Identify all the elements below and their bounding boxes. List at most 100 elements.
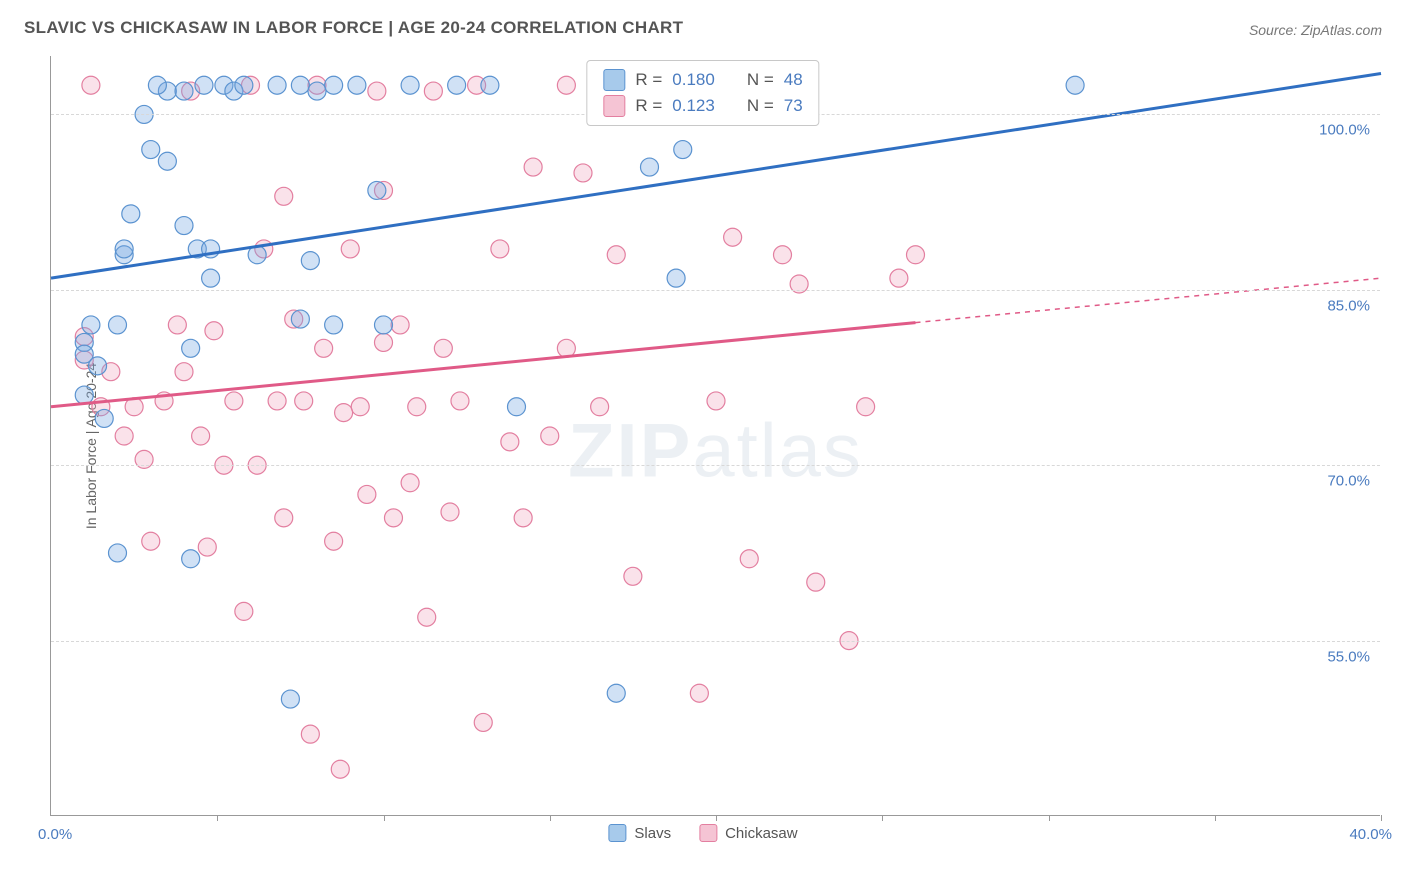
scatter-point-chickasaw bbox=[142, 532, 160, 550]
x-tick bbox=[882, 815, 883, 821]
scatter-point-chickasaw bbox=[724, 228, 742, 246]
scatter-point-chickasaw bbox=[391, 316, 409, 334]
scatter-point-slavs bbox=[281, 690, 299, 708]
scatter-point-chickasaw bbox=[607, 246, 625, 264]
scatter-point-slavs bbox=[375, 316, 393, 334]
scatter-point-slavs bbox=[641, 158, 659, 176]
stats-r-slavs: 0.180 bbox=[672, 70, 715, 90]
scatter-point-chickasaw bbox=[424, 82, 442, 100]
scatter-point-chickasaw bbox=[375, 333, 393, 351]
scatter-point-chickasaw bbox=[225, 392, 243, 410]
scatter-point-slavs bbox=[95, 409, 113, 427]
legend-bottom: Slavs Chickasaw bbox=[608, 824, 797, 842]
x-tick bbox=[1049, 815, 1050, 821]
scatter-point-chickasaw bbox=[807, 573, 825, 591]
x-label-min: 0.0% bbox=[38, 826, 72, 843]
scatter-point-slavs bbox=[89, 357, 107, 375]
legend-label-chickasaw: Chickasaw bbox=[725, 825, 798, 842]
source-label: Source: bbox=[1249, 22, 1297, 38]
stats-r-label: R = bbox=[635, 70, 662, 90]
scatter-point-slavs bbox=[109, 544, 127, 562]
source-attribution: Source: ZipAtlas.com bbox=[1249, 22, 1382, 38]
scatter-point-chickasaw bbox=[315, 339, 333, 357]
scatter-point-chickasaw bbox=[268, 392, 286, 410]
stats-n-label: N = bbox=[747, 70, 774, 90]
stats-n-label-2: N = bbox=[747, 96, 774, 116]
scatter-point-chickasaw bbox=[707, 392, 725, 410]
scatter-point-chickasaw bbox=[501, 433, 519, 451]
scatter-point-slavs bbox=[122, 205, 140, 223]
scatter-point-chickasaw bbox=[408, 398, 426, 416]
stats-row-chickasaw: R = 0.123 N = 73 bbox=[603, 93, 802, 119]
scatter-point-slavs bbox=[75, 386, 93, 404]
scatter-point-chickasaw bbox=[384, 509, 402, 527]
scatter-point-slavs bbox=[195, 76, 213, 94]
scatter-point-chickasaw bbox=[295, 392, 313, 410]
scatter-point-chickasaw bbox=[368, 82, 386, 100]
scatter-point-slavs bbox=[148, 76, 166, 94]
scatter-point-chickasaw bbox=[740, 550, 758, 568]
scatter-point-slavs bbox=[202, 269, 220, 287]
scatter-point-chickasaw bbox=[275, 187, 293, 205]
scatter-point-chickasaw bbox=[325, 532, 343, 550]
legend-label-slavs: Slavs bbox=[634, 825, 671, 842]
grid-line bbox=[51, 290, 1380, 291]
scatter-point-chickasaw bbox=[591, 398, 609, 416]
stats-row-slavs: R = 0.180 N = 48 bbox=[603, 67, 802, 93]
stats-n-slavs: 48 bbox=[784, 70, 803, 90]
scatter-point-chickasaw bbox=[115, 427, 133, 445]
plot-svg bbox=[51, 56, 1380, 815]
stats-r-label-2: R = bbox=[635, 96, 662, 116]
scatter-point-slavs bbox=[109, 316, 127, 334]
scatter-point-slavs bbox=[82, 316, 100, 334]
stats-box: R = 0.180 N = 48 R = 0.123 N = 73 bbox=[586, 60, 819, 126]
trend-line-chickasaw-extrapolated bbox=[916, 278, 1382, 322]
stats-swatch-slavs bbox=[603, 69, 625, 91]
scatter-point-chickasaw bbox=[335, 404, 353, 422]
scatter-point-chickasaw bbox=[624, 567, 642, 585]
scatter-point-slavs bbox=[325, 76, 343, 94]
legend-swatch-chickasaw bbox=[699, 824, 717, 842]
scatter-point-slavs bbox=[348, 76, 366, 94]
scatter-point-slavs bbox=[182, 550, 200, 568]
scatter-point-chickasaw bbox=[198, 538, 216, 556]
scatter-point-slavs bbox=[291, 76, 309, 94]
scatter-point-chickasaw bbox=[418, 608, 436, 626]
scatter-point-chickasaw bbox=[175, 363, 193, 381]
scatter-point-chickasaw bbox=[774, 246, 792, 264]
scatter-point-chickasaw bbox=[235, 602, 253, 620]
scatter-point-chickasaw bbox=[524, 158, 542, 176]
legend-item-slavs: Slavs bbox=[608, 824, 671, 842]
scatter-point-chickasaw bbox=[351, 398, 369, 416]
scatter-point-chickasaw bbox=[890, 269, 908, 287]
grid-line bbox=[51, 641, 1380, 642]
x-tick bbox=[1215, 815, 1216, 821]
scatter-point-slavs bbox=[1066, 76, 1084, 94]
scatter-point-slavs bbox=[142, 141, 160, 159]
scatter-point-slavs bbox=[508, 398, 526, 416]
y-tick-label: 55.0% bbox=[1327, 648, 1370, 665]
scatter-point-slavs bbox=[368, 181, 386, 199]
y-tick-label: 85.0% bbox=[1327, 297, 1370, 314]
scatter-point-chickasaw bbox=[474, 713, 492, 731]
scatter-point-chickasaw bbox=[358, 485, 376, 503]
scatter-point-slavs bbox=[115, 240, 133, 258]
scatter-point-chickasaw bbox=[275, 509, 293, 527]
y-tick-label: 70.0% bbox=[1327, 473, 1370, 490]
scatter-point-chickasaw bbox=[168, 316, 186, 334]
chart-container: SLAVIC VS CHICKASAW IN LABOR FORCE | AGE… bbox=[0, 0, 1406, 892]
scatter-point-chickasaw bbox=[574, 164, 592, 182]
scatter-point-chickasaw bbox=[434, 339, 452, 357]
scatter-point-chickasaw bbox=[331, 760, 349, 778]
legend-item-chickasaw: Chickasaw bbox=[699, 824, 798, 842]
scatter-point-chickasaw bbox=[82, 76, 100, 94]
scatter-point-slavs bbox=[268, 76, 286, 94]
scatter-point-chickasaw bbox=[690, 684, 708, 702]
chart-title: SLAVIC VS CHICKASAW IN LABOR FORCE | AGE… bbox=[24, 18, 683, 38]
scatter-point-chickasaw bbox=[907, 246, 925, 264]
chart-header: SLAVIC VS CHICKASAW IN LABOR FORCE | AGE… bbox=[0, 0, 1406, 48]
scatter-point-chickasaw bbox=[441, 503, 459, 521]
scatter-point-chickasaw bbox=[557, 76, 575, 94]
grid-line bbox=[51, 465, 1380, 466]
scatter-point-slavs bbox=[182, 339, 200, 357]
